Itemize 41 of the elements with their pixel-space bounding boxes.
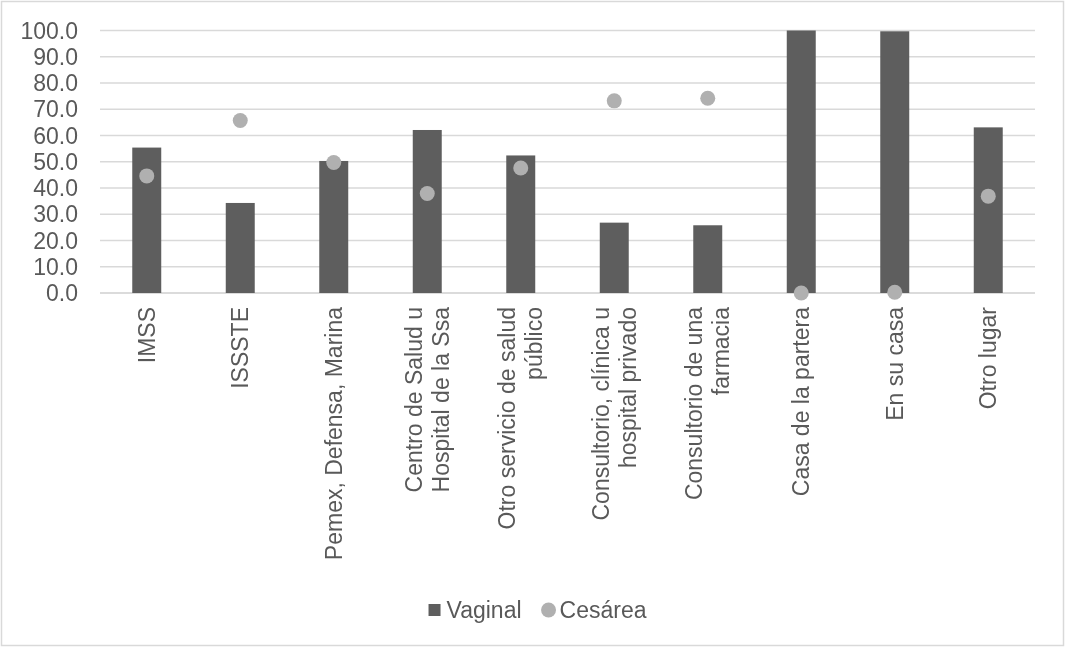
bar [880, 31, 910, 293]
bar [319, 160, 349, 293]
x-tick-label: Otro lugar [975, 306, 1002, 410]
y-tick-label: 30.0 [33, 201, 78, 228]
point [419, 186, 435, 201]
point [793, 285, 809, 301]
point [139, 168, 155, 184]
bar [412, 129, 442, 293]
legend-label: Vaginal [446, 597, 522, 624]
y-tick-label: 80.0 [33, 70, 78, 97]
y-tick-label: 50.0 [33, 148, 78, 175]
y-tick-label: 70.0 [33, 96, 78, 123]
bar [506, 155, 536, 293]
point [980, 188, 996, 204]
y-tick-label: 90.0 [33, 43, 78, 70]
point [606, 93, 622, 109]
point [887, 284, 903, 300]
legend-label: Cesárea [559, 597, 647, 624]
x-tick-label: Casa de la partera [788, 306, 815, 497]
bar [132, 147, 162, 293]
point [513, 160, 529, 176]
point [700, 90, 716, 106]
x-tick-label: Pemex, Defensa, Marina [320, 306, 347, 561]
x-tick-label: Centro de Salud u Hospital de la Ssa [400, 306, 454, 493]
point [326, 155, 342, 171]
y-tick-label: 0.0 [46, 280, 78, 307]
bar [599, 222, 629, 293]
x-tick-label: ISSSTE [227, 307, 254, 389]
point [232, 113, 248, 129]
bar [225, 202, 255, 293]
bar [973, 127, 1003, 293]
y-tick-label: 40.0 [33, 175, 78, 202]
x-tick-label: En su casa [881, 306, 908, 421]
bar [693, 225, 723, 293]
y-tick-label: 60.0 [33, 122, 78, 149]
x-tick-label: IMSS [133, 307, 160, 364]
bar [786, 30, 816, 293]
y-tick-label: 10.0 [33, 253, 78, 280]
x-tick-label: Otro servicio de salud público [494, 307, 548, 530]
y-tick-label: 100.0 [20, 17, 78, 44]
y-tick-label: 20.0 [33, 227, 78, 254]
